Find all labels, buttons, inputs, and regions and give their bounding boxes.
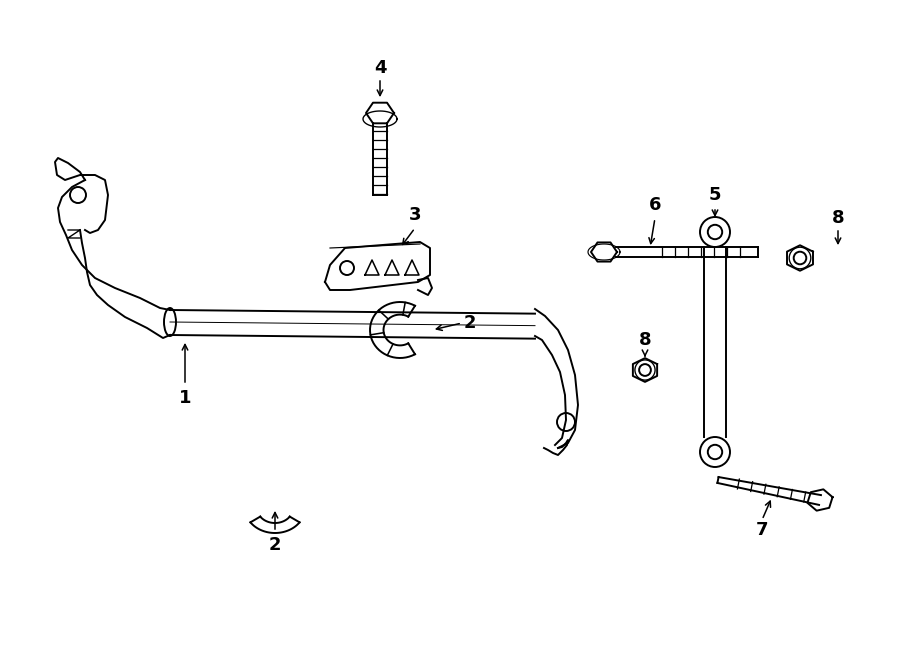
Text: 5: 5 <box>709 186 721 204</box>
Text: 8: 8 <box>639 331 652 349</box>
Text: 4: 4 <box>374 59 386 77</box>
Text: 2: 2 <box>269 536 281 554</box>
Text: 3: 3 <box>409 206 421 224</box>
Text: 7: 7 <box>756 521 769 539</box>
Text: 6: 6 <box>649 196 662 214</box>
Text: 1: 1 <box>179 389 191 407</box>
Text: 2: 2 <box>464 314 476 332</box>
Text: 8: 8 <box>832 209 844 227</box>
